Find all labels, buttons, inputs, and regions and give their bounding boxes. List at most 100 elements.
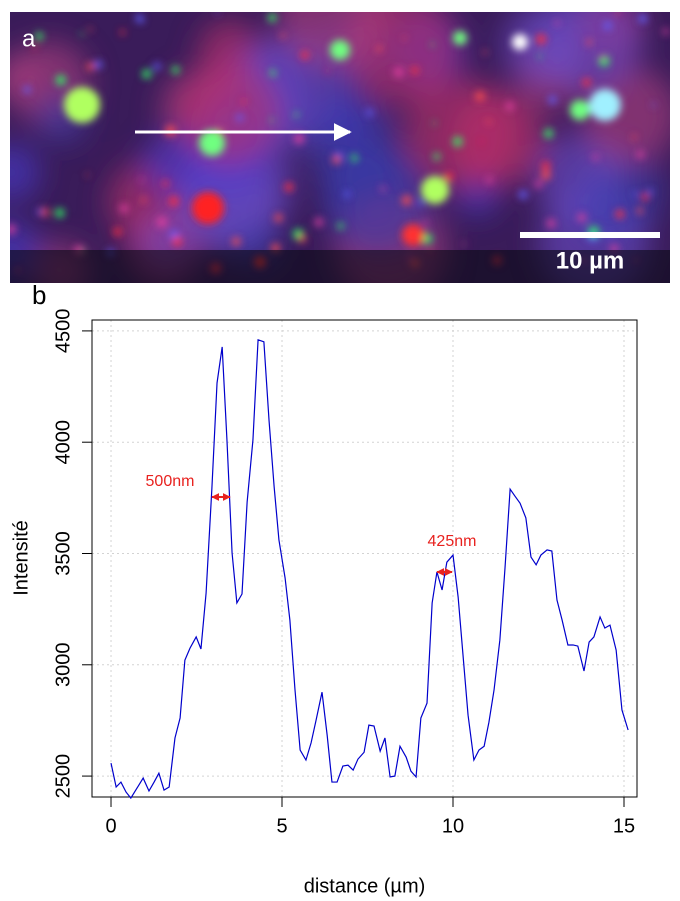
spot — [592, 154, 599, 161]
x-tick-label: 5 — [276, 815, 287, 837]
spot — [298, 234, 307, 243]
spot — [402, 36, 407, 40]
spot — [615, 209, 625, 219]
spot — [141, 69, 152, 79]
bright-spot — [570, 100, 590, 120]
x-tick-label: 10 — [442, 815, 464, 837]
spot — [294, 112, 299, 117]
spot — [636, 207, 644, 215]
plot-frame — [91, 319, 638, 798]
y-tick-label: 4500 — [52, 309, 74, 354]
haze-blob — [176, 61, 280, 166]
spot — [582, 78, 591, 87]
annotation: 500nm — [146, 473, 195, 490]
spot — [284, 182, 294, 192]
spot — [366, 109, 374, 117]
y-tick-label: 3500 — [52, 531, 74, 576]
spot — [452, 136, 463, 147]
spot — [216, 12, 220, 15]
spot — [486, 119, 491, 125]
spot — [535, 34, 547, 45]
spot — [119, 203, 129, 213]
bright-spot — [512, 34, 528, 50]
spot — [54, 208, 65, 218]
haze-blob — [10, 53, 40, 100]
spot — [393, 67, 404, 78]
bright-spot — [402, 224, 424, 246]
panel-label: b — [32, 280, 46, 310]
spot — [139, 177, 144, 182]
spot — [380, 186, 386, 192]
spot — [35, 32, 44, 41]
spot — [600, 54, 605, 60]
spot — [647, 189, 654, 195]
spot — [79, 32, 83, 36]
spot — [85, 173, 89, 177]
spot — [153, 62, 161, 71]
spot — [433, 153, 441, 161]
spot — [534, 180, 543, 188]
bright-spot — [453, 31, 467, 45]
spot — [270, 118, 274, 123]
spot — [423, 220, 428, 226]
y-tick-label: 3000 — [52, 643, 74, 688]
spot — [36, 208, 43, 215]
spot — [119, 29, 126, 35]
spot — [241, 99, 247, 104]
spot — [554, 20, 560, 26]
spot — [638, 14, 648, 24]
spot — [475, 91, 485, 102]
spot — [422, 233, 433, 244]
x-tick-label: 0 — [105, 815, 116, 837]
bright-spot — [64, 87, 100, 123]
panel-label: a — [22, 25, 36, 52]
spot — [300, 51, 309, 60]
spot — [540, 170, 551, 180]
bright-spot — [421, 176, 449, 204]
spot — [651, 103, 656, 107]
spot — [577, 213, 587, 222]
spot — [541, 161, 551, 171]
spot — [479, 139, 483, 144]
spot — [156, 216, 168, 228]
spot — [344, 191, 351, 198]
bright-spot — [589, 89, 621, 121]
spot — [23, 86, 31, 94]
spot — [55, 74, 67, 86]
spot — [633, 191, 638, 197]
haze-blob — [10, 143, 41, 202]
spot — [603, 21, 612, 30]
spot — [86, 62, 95, 71]
micrograph — [10, 12, 670, 283]
spot — [88, 27, 93, 32]
spot — [417, 200, 424, 206]
spot — [325, 69, 330, 73]
spot — [350, 154, 358, 162]
spot — [401, 195, 412, 206]
spot — [641, 193, 649, 201]
spot — [332, 155, 341, 164]
image-haze — [10, 12, 670, 283]
spot — [518, 190, 528, 200]
spot — [280, 33, 286, 39]
haze-blob — [536, 12, 642, 94]
spot — [236, 114, 244, 122]
spot — [505, 101, 515, 111]
spot — [543, 128, 554, 139]
image-shade — [10, 250, 670, 283]
spot — [444, 172, 454, 181]
haze-blob — [578, 178, 641, 241]
spot — [171, 66, 180, 74]
spot — [162, 180, 169, 187]
spot — [631, 135, 637, 140]
spot — [586, 39, 592, 45]
spot — [135, 14, 143, 22]
spot — [410, 66, 419, 75]
haze-blob — [451, 91, 547, 187]
annotation: 425nm — [428, 533, 477, 550]
spot — [548, 95, 557, 105]
spot — [40, 207, 49, 217]
spot — [486, 176, 493, 184]
